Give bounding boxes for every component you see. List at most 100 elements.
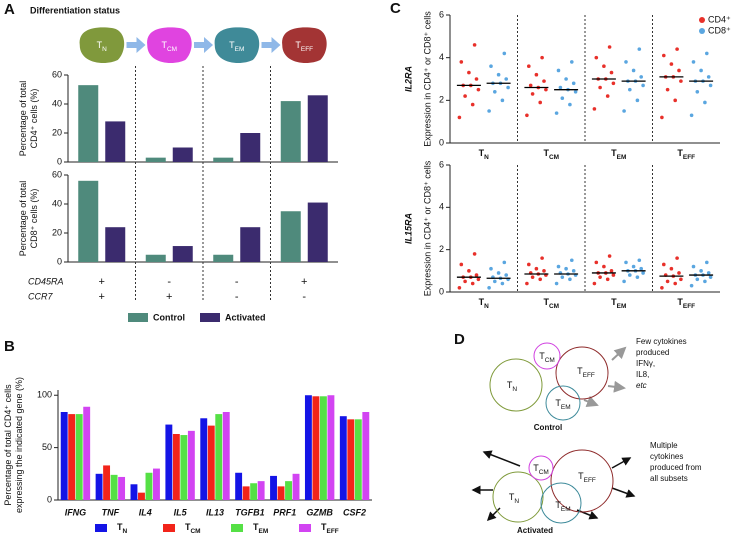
x-tick-label: TN: [479, 297, 490, 310]
dot: [641, 83, 645, 88]
y-tick-label: 20: [52, 127, 62, 137]
bar: [280, 101, 301, 162]
bar: [110, 474, 118, 500]
bar: [285, 481, 292, 500]
dot: [528, 83, 533, 88]
dot: [474, 273, 479, 277]
dot: [624, 60, 628, 64]
bar: [153, 468, 160, 500]
caption: Activated: [517, 526, 553, 535]
x-tick-label: TEFF: [677, 148, 695, 161]
dot: [496, 271, 501, 275]
cell-circle: [489, 358, 543, 412]
bar: [172, 434, 180, 500]
cell-label: TEM: [555, 500, 570, 513]
arrow: [611, 487, 636, 498]
dot: [530, 275, 535, 279]
dot: [570, 60, 574, 64]
dot: [602, 264, 606, 269]
dot: [607, 254, 612, 258]
dot: [675, 47, 679, 51]
bar: [213, 254, 234, 262]
dot: [489, 64, 493, 68]
y-tick-label: 40: [52, 98, 62, 108]
bar: [83, 406, 91, 500]
panel-d-diagram: TCM TN TEFF TEM Control Few cytokines pr…: [471, 337, 702, 535]
dot: [504, 77, 509, 81]
dot: [568, 102, 572, 107]
arrow: [486, 507, 501, 522]
dot: [708, 275, 713, 279]
marker-value: +: [99, 276, 105, 288]
cell-circle: [492, 471, 544, 523]
bar: [78, 180, 99, 262]
bar: [172, 246, 193, 262]
dot: [677, 271, 681, 275]
dot: [675, 256, 679, 260]
arrow: [583, 395, 599, 408]
panel-label: B: [4, 338, 15, 355]
dot: [592, 107, 597, 111]
note-line: Multiple: [650, 441, 678, 450]
dot: [605, 277, 610, 282]
dot: [660, 115, 664, 120]
y-axis-label: CD8⁺ cells (%): [29, 189, 39, 249]
dot: [594, 260, 599, 265]
cell-label: TN: [507, 380, 518, 393]
dot: [538, 277, 542, 282]
y-tick-label: 6: [439, 159, 444, 169]
bar: [327, 395, 335, 500]
legend-swatch: [128, 313, 148, 322]
bar: [172, 147, 193, 162]
legend-dot: [699, 17, 705, 23]
dot: [493, 279, 497, 284]
bar: [307, 202, 328, 262]
dot: [695, 90, 700, 94]
dot: [573, 90, 578, 94]
dot: [502, 260, 507, 265]
dot: [496, 72, 501, 77]
bar: [78, 85, 99, 162]
dot: [542, 269, 546, 273]
dot: [639, 75, 643, 79]
x-tick-label: TGFB1: [235, 507, 265, 517]
y-tick-label: 4: [439, 52, 444, 62]
dot: [527, 64, 531, 68]
dot: [474, 77, 479, 81]
y-tick-label: 50: [42, 442, 52, 452]
dot: [699, 68, 703, 73]
dot: [662, 262, 666, 267]
bar: [105, 121, 126, 162]
panel-title: Differentiation status: [30, 5, 120, 15]
legend-label: Activated: [225, 312, 266, 322]
bar: [165, 424, 173, 500]
legend-swatch: [200, 313, 220, 322]
dot: [673, 281, 677, 286]
dot: [594, 55, 599, 60]
dot: [706, 75, 711, 79]
bar: [222, 412, 230, 500]
cell-circle: [540, 482, 582, 524]
legend-label: TEFF: [321, 522, 339, 535]
y-tick-label: 6: [439, 9, 444, 19]
bar: [319, 396, 327, 500]
dot: [622, 109, 626, 113]
legend-label: Control: [153, 312, 185, 322]
dot: [470, 281, 475, 286]
bar: [145, 472, 153, 500]
marker-name: CCR7: [28, 291, 53, 301]
dot: [691, 60, 696, 64]
dot: [665, 87, 670, 92]
dot: [598, 275, 602, 279]
dot: [554, 111, 559, 115]
dot: [705, 51, 709, 56]
cell-circle: [528, 455, 554, 481]
cell-circle: [533, 342, 561, 370]
arrow: [611, 346, 627, 361]
x-tick-label: GZMB: [306, 507, 333, 517]
dot: [641, 271, 645, 275]
x-tick-label: TCM: [543, 297, 559, 310]
arrow: [607, 380, 626, 393]
dot: [487, 285, 491, 290]
cell-label: TEFF: [295, 40, 313, 53]
